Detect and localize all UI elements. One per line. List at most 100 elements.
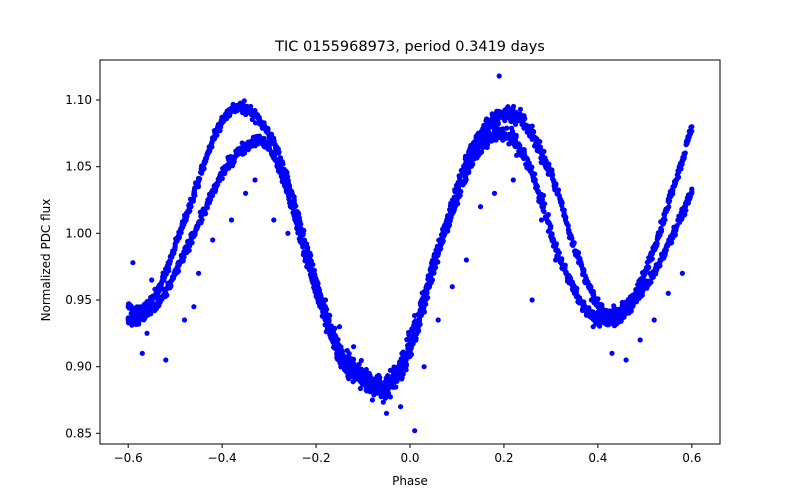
data-point [433, 264, 439, 270]
outlier-point [285, 230, 291, 236]
data-point [505, 104, 511, 110]
y-tick-label: 0.90 [65, 360, 92, 374]
data-point [599, 302, 605, 308]
y-tick-label: 0.95 [65, 293, 92, 307]
data-point [181, 250, 188, 256]
data-point [319, 303, 325, 309]
outlier-point [322, 297, 329, 303]
data-point [358, 357, 364, 364]
outlier-point [191, 304, 197, 310]
data-point [424, 289, 430, 295]
data-point [538, 197, 545, 203]
data-point [304, 244, 310, 250]
data-point [416, 327, 422, 333]
data-point [435, 259, 441, 265]
data-point [556, 250, 562, 256]
x-axis-label: Phase [392, 474, 428, 488]
data-point [346, 351, 352, 357]
data-point [290, 205, 296, 212]
data-point [357, 385, 363, 392]
data-point [463, 170, 469, 176]
outlier-point [651, 317, 657, 323]
data-point [360, 373, 367, 379]
data-point [534, 183, 540, 189]
data-point [266, 130, 272, 136]
data-point [249, 116, 255, 123]
data-points [125, 73, 695, 434]
outlier-point [351, 344, 357, 350]
data-point [320, 309, 326, 315]
data-point [228, 106, 235, 112]
data-point [504, 125, 510, 131]
data-point [210, 190, 216, 196]
data-point [632, 297, 639, 303]
data-point [501, 110, 507, 116]
outlier-point [144, 330, 150, 336]
data-point [520, 117, 526, 123]
data-point [176, 235, 182, 241]
data-point [199, 217, 205, 223]
data-point [661, 250, 667, 256]
outlier-point [271, 217, 277, 223]
data-point [363, 366, 369, 373]
data-point [219, 170, 225, 176]
data-point [562, 262, 568, 268]
data-point [548, 230, 554, 236]
data-point [241, 98, 247, 104]
data-point [553, 182, 559, 188]
data-point [581, 269, 587, 275]
outlier-point [149, 277, 155, 283]
data-point [172, 244, 178, 250]
data-point [532, 177, 538, 183]
data-point [228, 157, 235, 163]
data-point [682, 150, 688, 156]
data-point [304, 257, 310, 263]
outlier-point [637, 337, 643, 343]
x-tick-label: 0.6 [682, 451, 701, 465]
data-point [564, 220, 570, 227]
data-point [546, 219, 552, 225]
outlier-point [571, 290, 578, 296]
data-point [421, 309, 427, 315]
data-point [510, 110, 516, 116]
data-point [144, 310, 150, 316]
data-point [567, 230, 573, 236]
y-tick-label: 1.00 [65, 226, 92, 240]
data-point [330, 332, 336, 338]
y-axis-label: Normalized PDC flux [39, 199, 53, 322]
data-point [670, 184, 676, 190]
y-tick-label: 0.85 [65, 426, 92, 440]
data-point [657, 263, 663, 269]
data-point [153, 290, 159, 296]
data-point [585, 284, 592, 290]
data-point [266, 144, 272, 150]
outlier-point [398, 404, 404, 410]
data-point [429, 277, 435, 283]
data-point [480, 144, 486, 150]
data-point [440, 238, 446, 244]
data-point [590, 288, 597, 295]
data-point [327, 313, 333, 319]
data-point [410, 341, 416, 347]
data-point [301, 227, 307, 233]
data-point [217, 128, 223, 134]
data-point [676, 174, 682, 180]
outlier-point [228, 217, 235, 223]
data-point [501, 130, 507, 136]
data-point [125, 304, 131, 310]
data-point [670, 230, 676, 236]
outlier-point [463, 257, 469, 263]
data-point [495, 121, 501, 127]
data-point [553, 241, 559, 247]
outlier-point [243, 190, 249, 196]
x-tick-label: 0.0 [400, 451, 419, 465]
data-point [196, 176, 202, 182]
data-point [473, 150, 479, 156]
data-point [604, 320, 610, 326]
data-point [563, 214, 569, 220]
outlier-point [252, 177, 258, 183]
data-point [309, 274, 315, 280]
data-point [328, 323, 334, 329]
data-point [292, 213, 298, 219]
data-point [203, 158, 209, 164]
